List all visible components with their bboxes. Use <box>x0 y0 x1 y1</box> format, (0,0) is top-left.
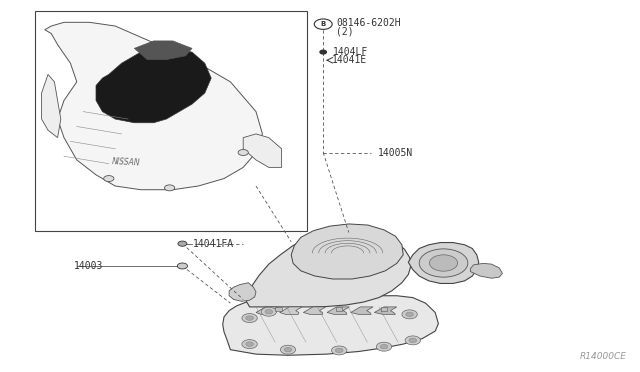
Circle shape <box>376 342 392 351</box>
Polygon shape <box>374 307 397 314</box>
Circle shape <box>405 336 420 345</box>
Text: 14005N: 14005N <box>378 148 413 157</box>
Polygon shape <box>327 307 349 314</box>
Polygon shape <box>291 224 403 279</box>
Circle shape <box>104 176 114 182</box>
Text: 08146-6202H: 08146-6202H <box>336 18 401 28</box>
Circle shape <box>246 316 253 320</box>
Bar <box>35 11 307 231</box>
Polygon shape <box>470 263 502 278</box>
Text: 14041FA: 14041FA <box>193 239 234 248</box>
Text: 1404LF: 1404LF <box>333 47 368 57</box>
Polygon shape <box>42 74 61 138</box>
Polygon shape <box>351 307 373 314</box>
Polygon shape <box>256 307 278 314</box>
Circle shape <box>178 241 187 246</box>
Circle shape <box>242 314 257 323</box>
Bar <box>275 307 282 311</box>
Polygon shape <box>45 22 262 190</box>
Circle shape <box>280 345 296 354</box>
Text: NISSAN: NISSAN <box>112 157 141 167</box>
Circle shape <box>320 50 326 54</box>
Text: 14003: 14003 <box>74 261 103 271</box>
Polygon shape <box>134 41 192 60</box>
Circle shape <box>284 347 292 352</box>
Polygon shape <box>303 307 326 314</box>
Circle shape <box>265 310 273 314</box>
Circle shape <box>242 340 257 349</box>
Circle shape <box>335 348 343 353</box>
Polygon shape <box>246 231 411 307</box>
Circle shape <box>406 312 413 317</box>
Circle shape <box>177 263 188 269</box>
Circle shape <box>419 249 468 277</box>
Circle shape <box>402 310 417 319</box>
Circle shape <box>332 346 347 355</box>
Polygon shape <box>223 295 438 355</box>
Circle shape <box>409 338 417 343</box>
Circle shape <box>380 344 388 349</box>
Circle shape <box>164 185 175 191</box>
Circle shape <box>238 150 248 155</box>
Bar <box>381 307 387 311</box>
Polygon shape <box>408 243 479 283</box>
Text: R14000CE: R14000CE <box>580 352 627 361</box>
Polygon shape <box>280 307 302 314</box>
Bar <box>336 307 342 311</box>
Circle shape <box>246 342 253 346</box>
Text: (2): (2) <box>336 27 354 36</box>
Polygon shape <box>96 48 211 123</box>
Polygon shape <box>229 283 256 301</box>
Circle shape <box>429 255 458 271</box>
Polygon shape <box>243 134 282 167</box>
Circle shape <box>314 19 332 29</box>
Circle shape <box>261 307 276 316</box>
Text: 14041E: 14041E <box>332 55 367 65</box>
Text: B: B <box>321 21 326 27</box>
